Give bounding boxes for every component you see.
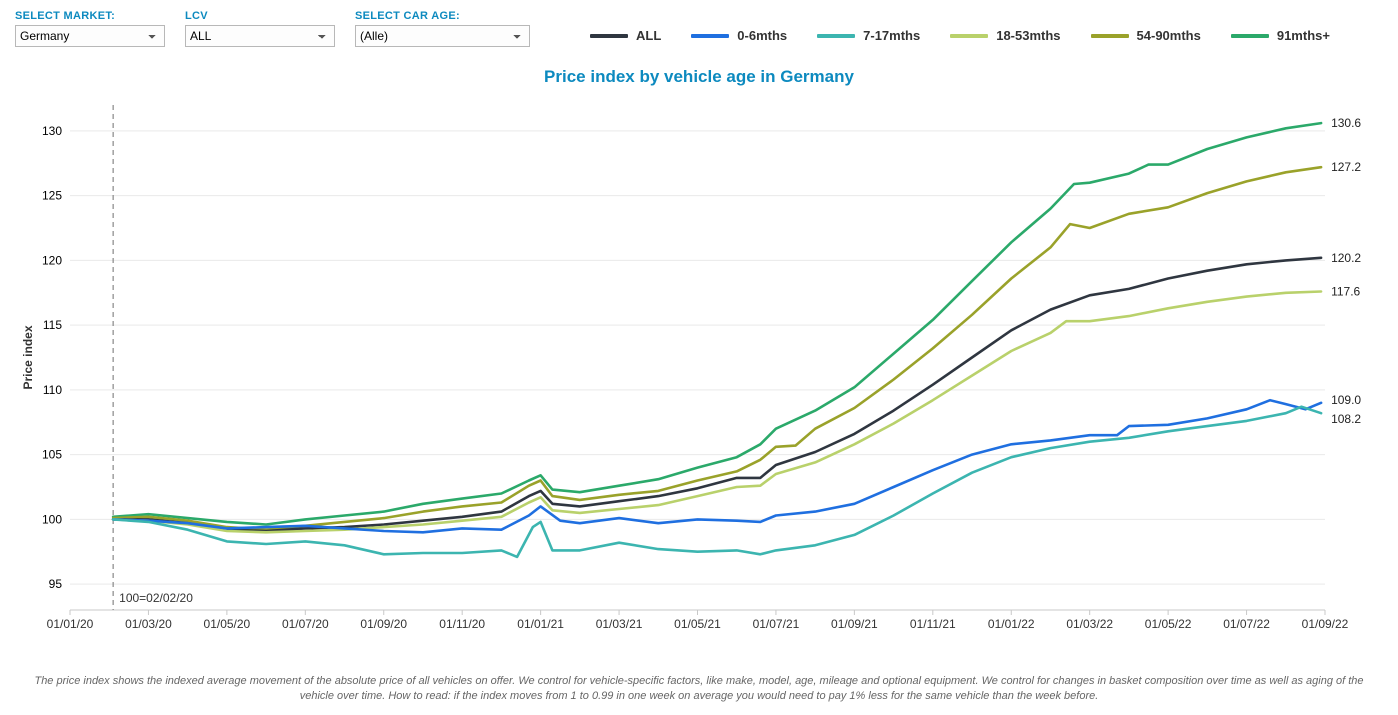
filter-lcv-label: LCV [185,10,335,22]
legend-item-m54_90[interactable]: 54-90mths [1091,28,1201,43]
svg-text:110: 110 [43,383,62,397]
legend-item-m0_6[interactable]: 0-6mths [691,28,787,43]
svg-text:01/09/22: 01/09/22 [1302,617,1349,631]
svg-text:Price index: Price index [21,325,35,389]
end-label-m91p: 130.6 [1331,116,1361,130]
svg-text:01/05/21: 01/05/21 [674,617,721,631]
svg-text:01/03/20: 01/03/20 [125,617,172,631]
svg-text:100: 100 [42,512,62,526]
svg-text:01/11/20: 01/11/20 [439,617,485,631]
svg-text:01/11/21: 01/11/21 [910,617,956,631]
legend-label: 7-17mths [863,28,920,43]
svg-text:120: 120 [42,253,62,267]
svg-text:01/07/20: 01/07/20 [282,617,329,631]
svg-text:115: 115 [43,318,62,332]
svg-text:95: 95 [49,577,63,591]
legend-swatch [1231,34,1269,38]
legend-label: 91mths+ [1277,28,1330,43]
svg-text:01/03/22: 01/03/22 [1066,617,1113,631]
legend-label: 0-6mths [737,28,787,43]
svg-text:01/09/20: 01/09/20 [360,617,407,631]
legend-swatch [691,34,729,38]
lcv-select[interactable]: ALL [185,25,335,47]
filter-lcv: LCV ALL [185,10,335,47]
legend-item-m18_53[interactable]: 18-53mths [950,28,1060,43]
svg-text:125: 125 [42,189,62,203]
end-label-m18_53: 117.6 [1331,284,1360,298]
filter-market-label: SELECT MARKET: [15,10,165,22]
line-chart: 95 100 105 110 115 120 125 130 01/01/20 01/03/20 0… [15,97,1380,652]
filter-market: SELECT MARKET: Germany [15,10,165,47]
filter-bar: SELECT MARKET: Germany LCV ALL SELECT CA… [15,10,1383,47]
legend-swatch [1091,34,1129,38]
svg-text:130: 130 [42,124,62,138]
legend-label: ALL [636,28,661,43]
legend-label: 18-53mths [996,28,1060,43]
legend-label: 54-90mths [1137,28,1201,43]
svg-text:105: 105 [42,448,62,462]
chart-container: 95 100 105 110 115 120 125 130 01/01/20 01/03/20 0… [15,97,1383,652]
legend-swatch [817,34,855,38]
svg-text:01/01/22: 01/01/22 [988,617,1035,631]
svg-text:01/05/20: 01/05/20 [204,617,251,631]
svg-text:01/01/20: 01/01/20 [47,617,94,631]
chart-legend: ALL 0-6mths 7-17mths 18-53mths 54-90mths 91mt… [590,28,1330,47]
svg-text:01/03/21: 01/03/21 [596,617,643,631]
svg-text:01/01/21: 01/01/21 [517,617,564,631]
legend-swatch [590,34,628,38]
svg-text:01/07/21: 01/07/21 [753,617,800,631]
end-label-m7_17: 108.2 [1331,412,1361,426]
svg-text:01/09/21: 01/09/21 [831,617,878,631]
svg-text:01/07/22: 01/07/22 [1223,617,1270,631]
car-age-select[interactable]: (Alle) [355,25,530,47]
legend-swatch [950,34,988,38]
legend-item-m91p[interactable]: 91mths+ [1231,28,1330,43]
svg-text:100=02/02/20: 100=02/02/20 [119,591,193,605]
end-label-m54_90: 127.2 [1331,160,1361,174]
legend-item-all[interactable]: ALL [590,28,661,43]
market-select[interactable]: Germany [15,25,165,47]
svg-text:01/05/22: 01/05/22 [1145,617,1192,631]
filter-age: SELECT CAR AGE: (Alle) [355,10,530,47]
chart-title: Price index by vehicle age in Germany [15,67,1383,87]
chart-footnote: The price index shows the indexed averag… [19,674,1379,705]
filter-age-label: SELECT CAR AGE: [355,10,530,22]
end-label-all: 120.2 [1331,251,1361,265]
end-label-m0_6: 109.0 [1331,393,1361,407]
legend-item-m7_17[interactable]: 7-17mths [817,28,920,43]
